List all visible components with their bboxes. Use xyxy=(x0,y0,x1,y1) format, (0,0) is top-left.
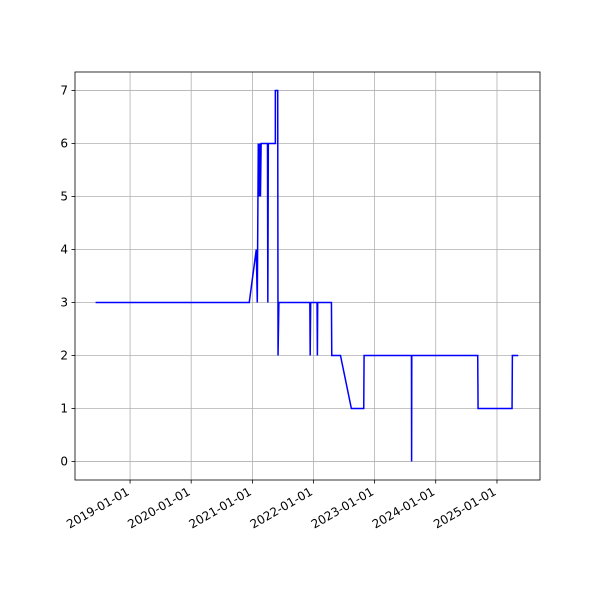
y-tick-label: 5 xyxy=(60,190,68,204)
y-tick-label: 2 xyxy=(60,348,68,362)
y-tick-label: 1 xyxy=(60,401,68,415)
data-line xyxy=(95,89,519,462)
x-tick-label: 2019-01-01 xyxy=(64,484,131,531)
x-tick-label: 2023-01-01 xyxy=(309,484,376,531)
y-tick-label: 3 xyxy=(60,295,68,309)
x-tick-label: 2024-01-01 xyxy=(370,484,437,531)
plot-frame xyxy=(74,71,541,481)
y-tick-label: 7 xyxy=(60,84,68,98)
x-tick-label: 2020-01-01 xyxy=(125,484,192,531)
y-tick-label: 6 xyxy=(60,137,68,151)
x-tick-label: 2021-01-01 xyxy=(187,484,254,531)
y-tick-label: 4 xyxy=(60,243,68,257)
x-tick-label: 2022-01-01 xyxy=(248,484,315,531)
x-tick-label: 2025-01-01 xyxy=(431,484,498,531)
y-tick-label: 0 xyxy=(60,454,68,468)
